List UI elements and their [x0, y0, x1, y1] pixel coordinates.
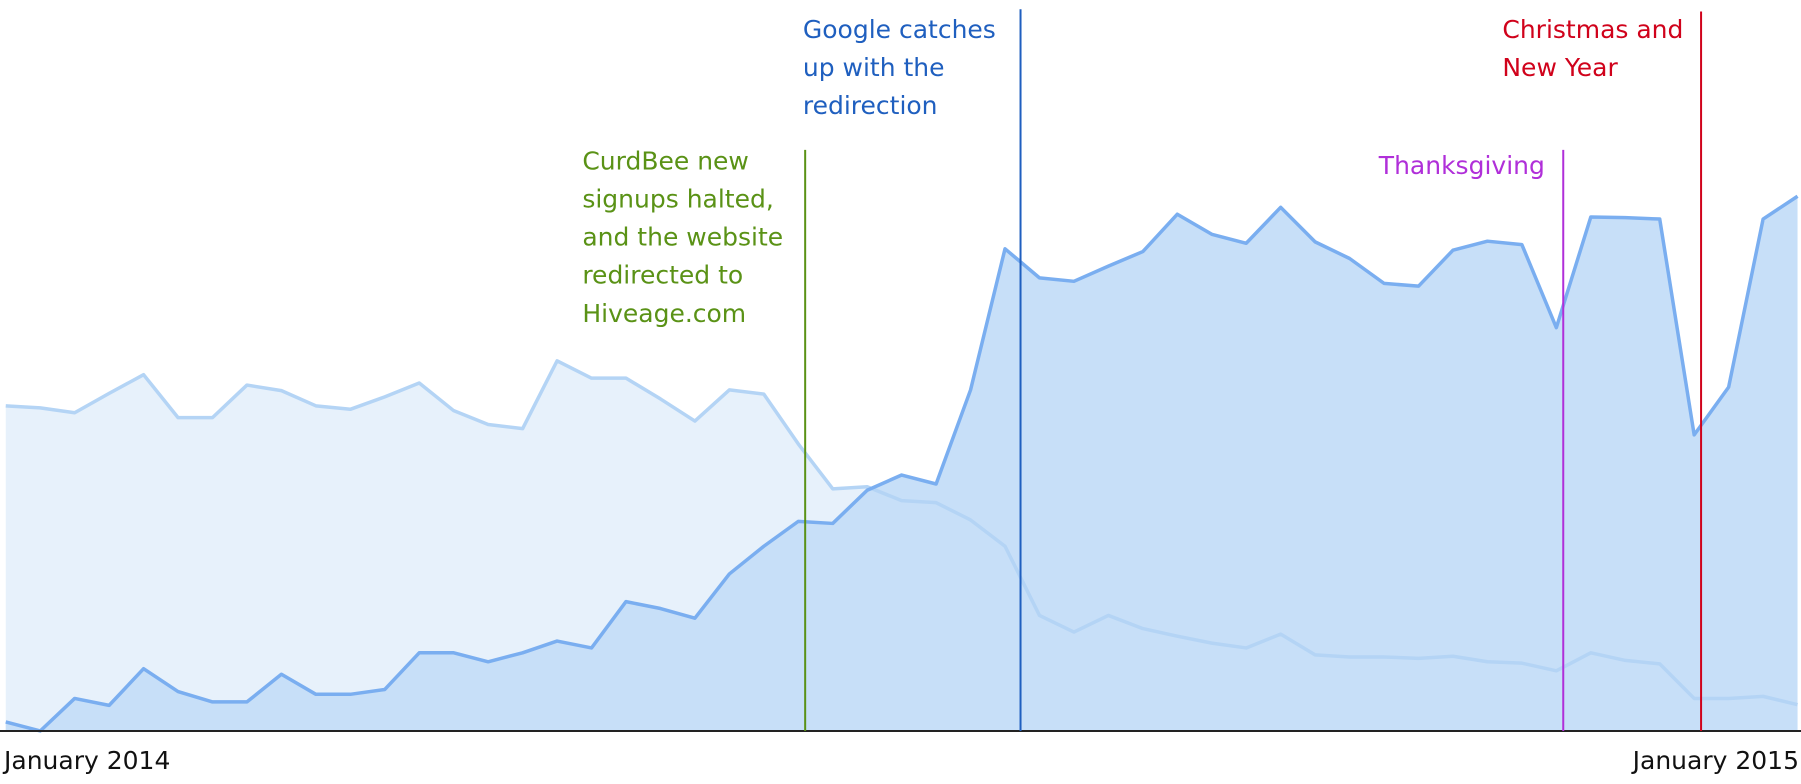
annotation-text: Thanksgiving: [1378, 151, 1545, 180]
line: [5, 194, 1799, 733]
annotation-text: New Year: [1502, 53, 1618, 82]
annotation-text: redirected to: [582, 261, 743, 290]
line: [5, 359, 1798, 707]
annotation-text: CurdBee new: [582, 147, 749, 176]
annotation-text: redirection: [803, 91, 938, 120]
x-tick-label: January 2015: [1631, 746, 1799, 775]
area: [5, 196, 1798, 731]
annotation-text: Google catches: [803, 15, 996, 44]
annotation-text: Hiveage.com: [582, 299, 746, 328]
annotation-text: up with the: [803, 53, 945, 82]
annotation-text: Christmas and: [1502, 15, 1683, 44]
annotation-text: signups halted,: [582, 185, 773, 214]
x-tick-label: January 2014: [2, 746, 170, 775]
annotation-text: and the website: [582, 223, 783, 252]
